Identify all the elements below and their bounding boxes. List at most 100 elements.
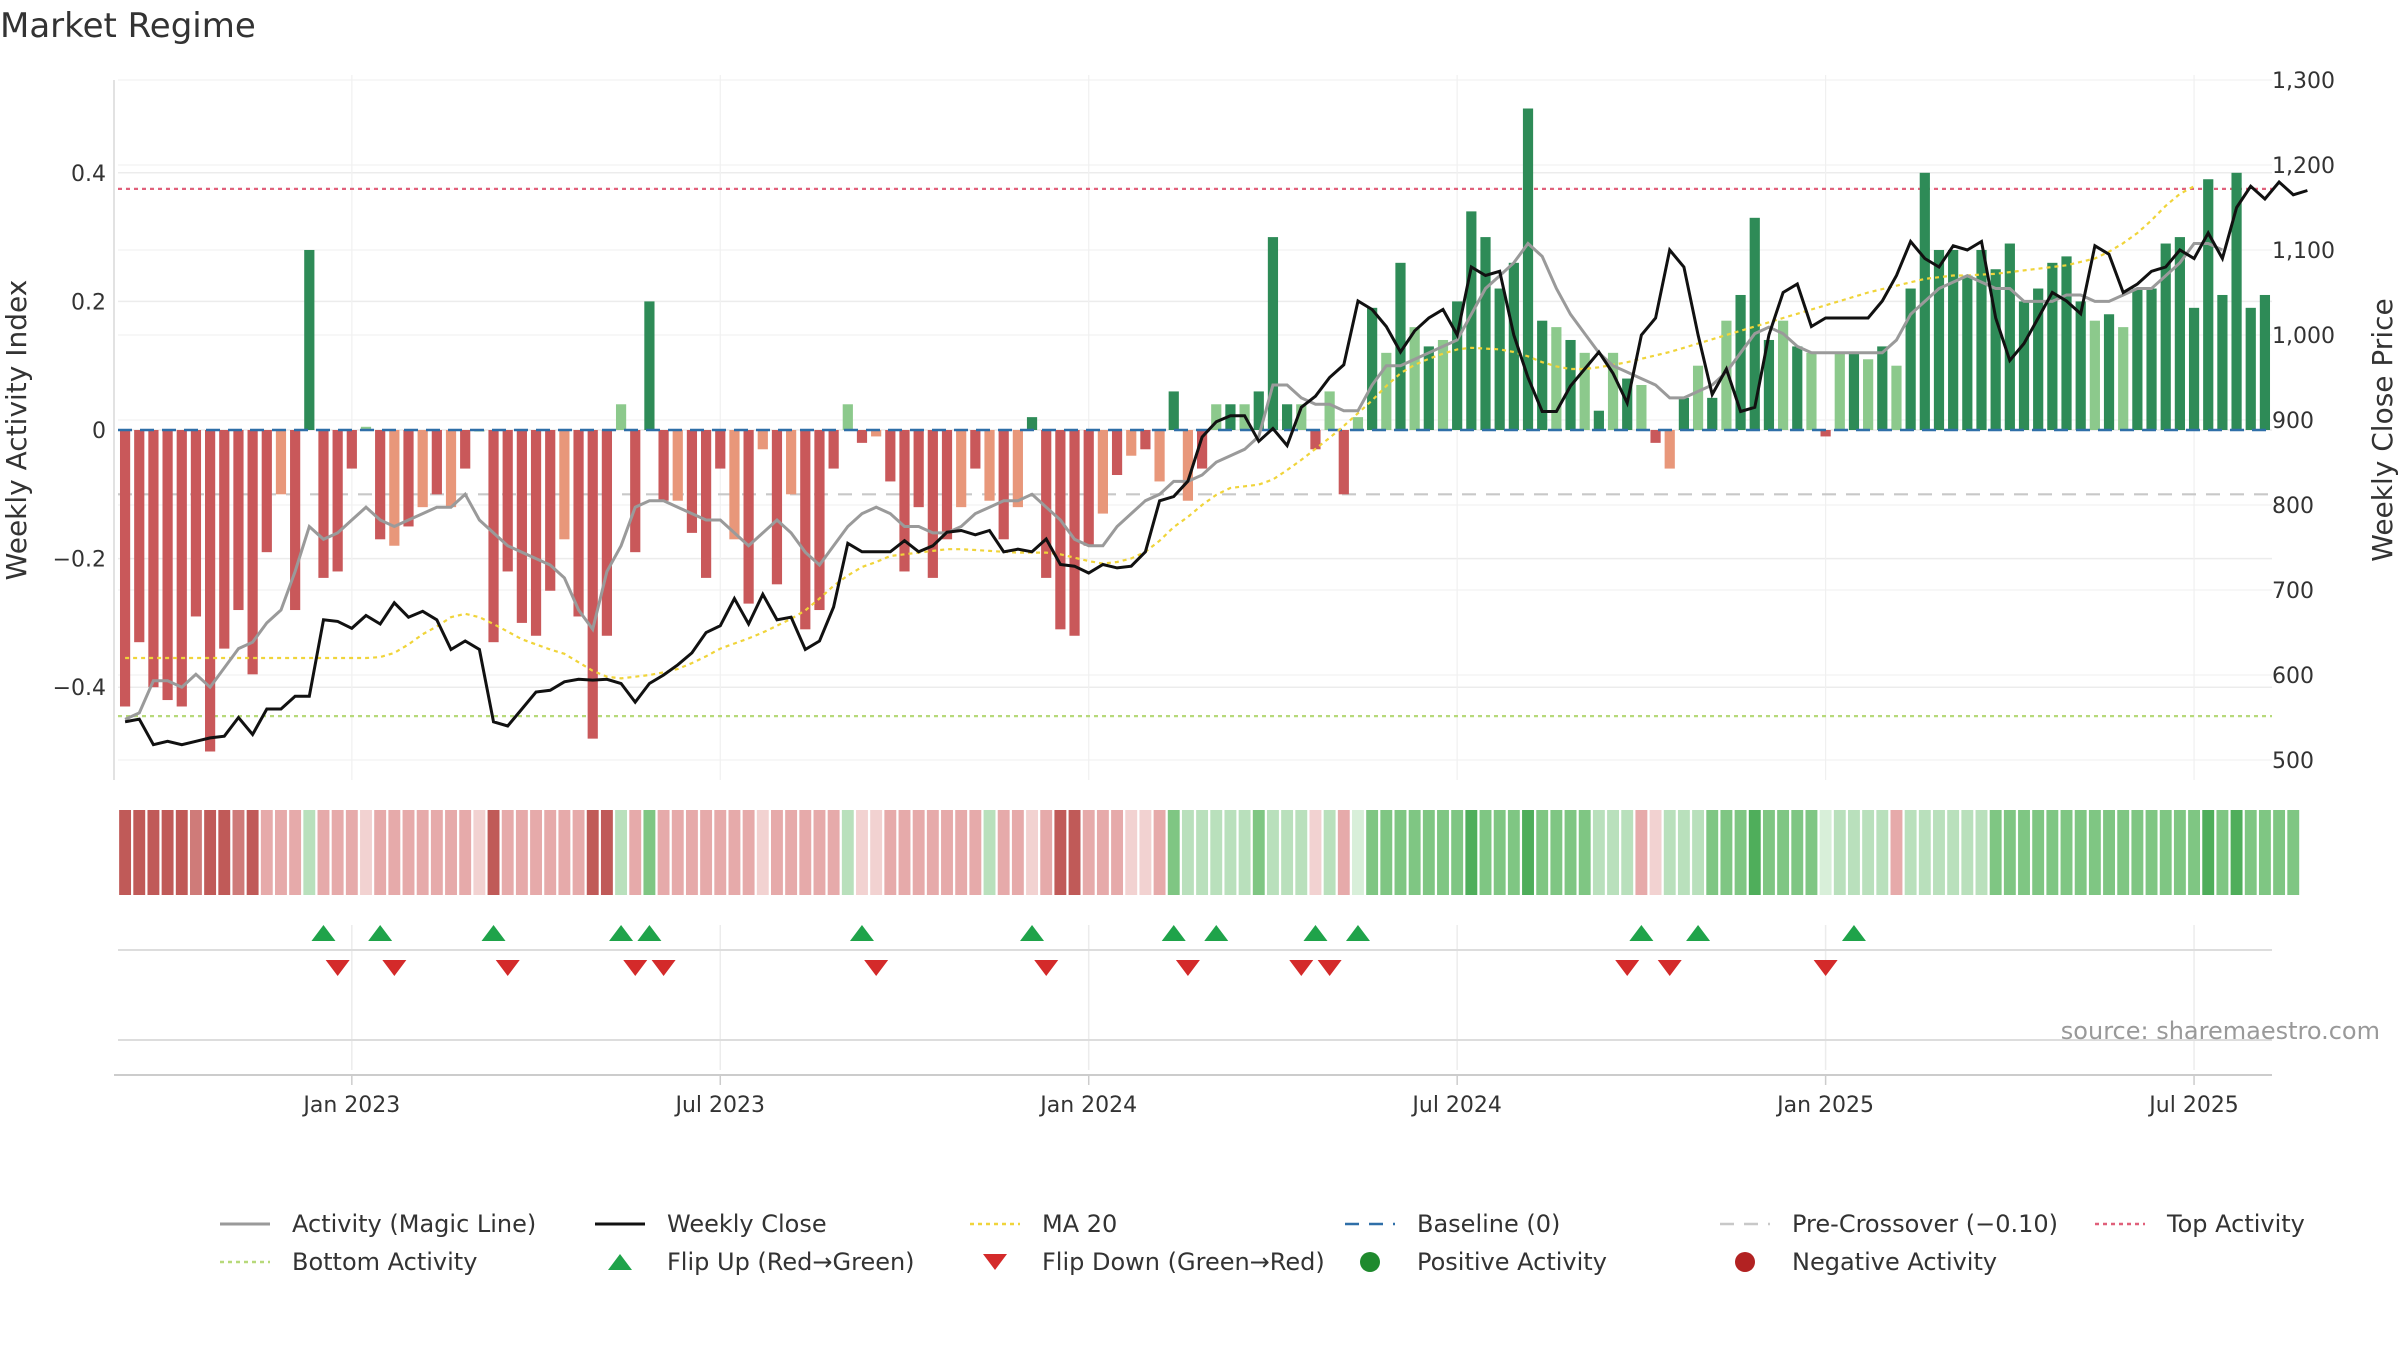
regime-cell bbox=[1578, 810, 1591, 895]
activity-bar bbox=[2132, 288, 2143, 430]
left-tick-label: −0.2 bbox=[53, 548, 106, 573]
weekly-close-line bbox=[124, 179, 2308, 747]
regime-cell bbox=[983, 810, 996, 895]
flip-up-marker bbox=[1841, 925, 1866, 941]
regime-cell bbox=[374, 810, 387, 895]
legend-swatch bbox=[608, 1254, 632, 1270]
regime-cell bbox=[572, 810, 585, 895]
right-tick-label: 1,200 bbox=[2272, 154, 2335, 179]
source-label: source: sharemaestro.com bbox=[2061, 1017, 2380, 1045]
right-tick-label: 1,000 bbox=[2272, 324, 2335, 349]
legend-swatch bbox=[1360, 1252, 1380, 1272]
regime-cell bbox=[1833, 810, 1846, 895]
activity-bar bbox=[1097, 430, 1108, 514]
regime-cell bbox=[799, 810, 812, 895]
regime-cell bbox=[1011, 810, 1024, 895]
activity-bar bbox=[1650, 430, 1661, 443]
regime-cell bbox=[841, 810, 854, 895]
regime-cell bbox=[1224, 810, 1237, 895]
activity-bar bbox=[573, 430, 584, 617]
activity-bar bbox=[757, 430, 768, 450]
regime-cell bbox=[2074, 810, 2087, 895]
regime-cell bbox=[1153, 810, 1166, 895]
activity-bar bbox=[190, 430, 202, 617]
activity-bar bbox=[2188, 307, 2200, 430]
activity-bar bbox=[545, 430, 556, 591]
right-tick-label: 500 bbox=[2272, 749, 2314, 774]
regime-cell bbox=[1422, 810, 1435, 895]
regime-cell bbox=[1309, 810, 1322, 895]
regime-cell bbox=[2159, 810, 2172, 895]
regime-cell bbox=[870, 810, 883, 895]
activity-bar bbox=[1678, 397, 1690, 430]
activity-bar bbox=[403, 430, 414, 527]
regime-cell bbox=[1465, 810, 1478, 895]
regime-cell bbox=[1323, 810, 1336, 895]
flip-up-marker bbox=[1020, 925, 1045, 941]
activity-bar bbox=[219, 430, 230, 649]
regime-cell bbox=[856, 810, 868, 895]
regime-cell bbox=[1975, 810, 1988, 895]
regime-cell bbox=[204, 810, 217, 895]
regime-cell bbox=[558, 810, 571, 895]
activity-bar bbox=[1877, 346, 1888, 430]
activity-bar bbox=[686, 430, 698, 533]
regime-cell bbox=[941, 810, 953, 895]
activity-bar bbox=[332, 430, 343, 572]
ma20-line bbox=[125, 185, 2195, 680]
regime-cell bbox=[218, 810, 231, 895]
activity-bar bbox=[1735, 294, 1746, 430]
regime-cell bbox=[1819, 810, 1832, 895]
activity-bar bbox=[488, 430, 499, 643]
activity-bar bbox=[814, 430, 825, 611]
activity-bar bbox=[2245, 307, 2256, 430]
regime-cell bbox=[785, 810, 798, 895]
activity-bar bbox=[205, 430, 216, 752]
legend-label: Baseline (0) bbox=[1417, 1210, 1560, 1238]
activity-bar bbox=[1083, 430, 1094, 546]
regime-cell bbox=[1238, 810, 1251, 895]
regime-cell bbox=[1380, 810, 1393, 895]
flip-up-marker bbox=[1204, 925, 1229, 941]
activity-bar bbox=[1211, 404, 1222, 430]
activity-bar bbox=[1041, 430, 1052, 578]
activity-bar bbox=[2146, 288, 2157, 430]
regime-cell bbox=[473, 810, 486, 895]
regime-cell bbox=[147, 810, 160, 895]
activity-bar bbox=[261, 430, 272, 553]
flip-up-marker bbox=[368, 925, 393, 941]
activity-bar bbox=[1905, 288, 1916, 430]
regime-cell bbox=[317, 810, 330, 895]
activity-bar bbox=[2118, 327, 2129, 430]
activity-bar bbox=[871, 430, 882, 437]
activity-bar bbox=[1310, 430, 1321, 450]
activity-bar bbox=[1154, 430, 1165, 482]
activity-bar bbox=[1749, 217, 1760, 430]
activity-bar bbox=[1338, 430, 1349, 495]
flip-down-marker bbox=[1175, 960, 1200, 976]
regime-cell bbox=[1295, 810, 1308, 895]
activity-bar bbox=[516, 430, 527, 623]
legend-swatch bbox=[983, 1254, 1007, 1270]
regime-cell bbox=[600, 810, 613, 895]
activity-bar bbox=[800, 430, 811, 630]
regime-cell bbox=[2131, 810, 2144, 895]
activity-bar bbox=[1352, 417, 1364, 430]
activity-bar bbox=[1834, 352, 1845, 430]
activity-bar bbox=[2061, 256, 2072, 430]
activity-bar bbox=[233, 430, 244, 611]
x-tick-label: Jan 2023 bbox=[301, 1093, 400, 1118]
x-tick-label: Jan 2025 bbox=[1775, 1093, 1874, 1118]
activity-bar bbox=[1707, 397, 1718, 430]
activity-bar bbox=[1494, 288, 1505, 430]
regime-cell bbox=[714, 810, 727, 895]
activity-bar bbox=[1423, 346, 1434, 430]
regime-cell bbox=[969, 810, 982, 895]
regime-cell bbox=[1068, 810, 1081, 895]
regime-cell bbox=[898, 810, 911, 895]
regime-cell bbox=[388, 810, 401, 895]
regime-cell bbox=[1904, 810, 1917, 895]
flip-up-marker bbox=[311, 925, 336, 941]
regime-cell bbox=[2003, 810, 2016, 895]
activity-bar bbox=[2103, 314, 2115, 430]
